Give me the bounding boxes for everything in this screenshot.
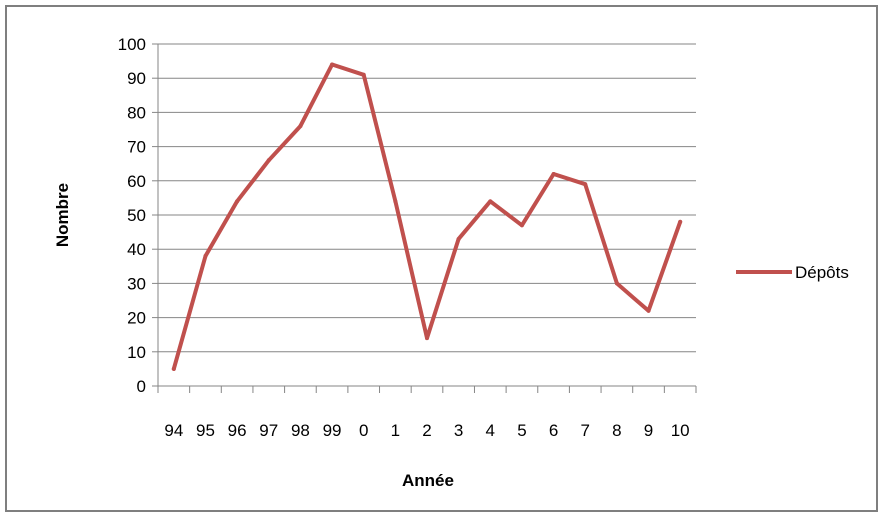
data-point — [519, 223, 524, 228]
y-tick-label: 10 — [127, 343, 146, 362]
x-tick-label: 95 — [196, 421, 215, 440]
y-tick-labels: 0 10 20 30 40 50 60 70 80 90 100 — [118, 35, 146, 396]
legend: Dépôts — [736, 263, 849, 282]
x-tick-label: 94 — [164, 421, 183, 440]
y-tick-label: 70 — [127, 138, 146, 157]
y-tick-label: 40 — [127, 240, 146, 259]
x-tick-label: 5 — [517, 421, 526, 440]
x-tick-labels: 94 95 96 97 98 99 0 1 2 3 4 5 6 7 8 9 10 — [164, 421, 689, 440]
y-tick-label: 90 — [127, 69, 146, 88]
x-tick-label: 3 — [454, 421, 463, 440]
series-line — [171, 62, 683, 371]
y-tick-label: 20 — [127, 309, 146, 328]
y-tick-label: 50 — [127, 206, 146, 225]
data-point — [646, 308, 651, 313]
x-tick-label: 97 — [259, 421, 278, 440]
x-tick-label: 99 — [323, 421, 342, 440]
data-point — [330, 62, 335, 67]
series-group — [171, 62, 683, 371]
axes — [152, 43, 697, 393]
data-point — [298, 124, 303, 129]
x-tick-label: 8 — [612, 421, 621, 440]
legend-label-depots: Dépôts — [795, 263, 849, 282]
chart-frame — [5, 5, 878, 512]
data-point — [583, 182, 588, 187]
x-tick-label: 98 — [291, 421, 310, 440]
gridlines — [158, 43, 696, 353]
x-tick-label: 1 — [391, 421, 400, 440]
y-tick-label: 100 — [118, 35, 146, 54]
x-tick-label: 0 — [359, 421, 368, 440]
x-axis-title: Année — [402, 471, 454, 490]
y-tick-label: 80 — [127, 103, 146, 122]
x-tick-label: 9 — [644, 421, 653, 440]
y-axis-title: Nombre — [53, 183, 72, 247]
data-point — [393, 199, 398, 204]
x-tick-label: 10 — [671, 421, 690, 440]
data-point — [361, 72, 366, 77]
x-tick-label: 4 — [486, 421, 495, 440]
data-point — [456, 236, 461, 241]
data-point — [171, 366, 176, 371]
data-point — [203, 254, 208, 259]
data-point — [488, 199, 493, 204]
data-point — [678, 219, 683, 224]
y-tick-label: 30 — [127, 274, 146, 293]
data-point — [235, 199, 240, 204]
x-tick-label: 96 — [228, 421, 247, 440]
x-tick-label: 6 — [549, 421, 558, 440]
y-tick-label: 0 — [137, 377, 146, 396]
x-tick-label: 7 — [581, 421, 590, 440]
data-point — [266, 158, 271, 163]
data-point — [614, 281, 619, 286]
data-point — [425, 336, 429, 341]
data-point — [551, 171, 556, 176]
y-tick-label: 60 — [127, 172, 146, 191]
x-tick-label: 2 — [422, 421, 431, 440]
